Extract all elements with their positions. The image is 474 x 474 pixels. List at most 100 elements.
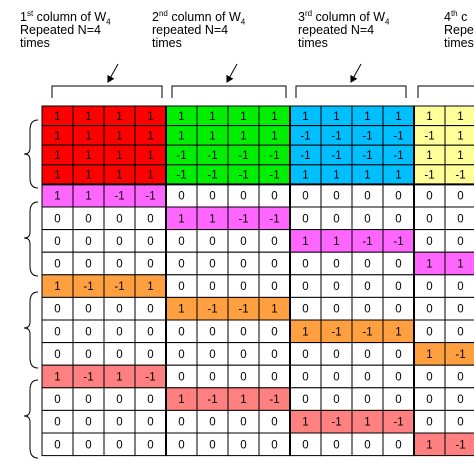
matrix-value-r5-c13: 0: [457, 213, 463, 225]
matrix-value-r7-c0: 0: [54, 259, 60, 271]
matrix-value-r2-c0: 1: [54, 150, 60, 162]
matrix-value-r2-c11: -1: [393, 150, 403, 162]
matrix-value-r6-c13: 0: [457, 236, 463, 248]
matrix-value-r12-c2: 1: [116, 372, 122, 384]
matrix-value-r9-c5: -1: [207, 304, 217, 316]
matrix-value-r2-c4: -1: [176, 150, 186, 162]
matrix-value-r13-c11: 0: [395, 394, 401, 406]
matrix-value-r3-c6: -1: [238, 170, 248, 182]
matrix-value-r3-c10: 1: [364, 170, 370, 182]
caption-column-3: 3rd column of W4 repeated N=4 times: [298, 8, 390, 50]
matrix-value-r6-c7: 0: [271, 236, 277, 248]
matrix-value-r2-c10: -1: [362, 150, 372, 162]
matrix-value-r15-c1: 0: [85, 439, 91, 451]
matrix-value-r4-c10: 0: [364, 191, 370, 203]
matrix-value-r11-c1: 0: [85, 349, 91, 361]
matrix-value-r5-c11: 0: [395, 213, 401, 225]
matrix-value-r5-c12: 0: [426, 213, 432, 225]
matrix-value-r9-c4: 1: [178, 304, 184, 316]
matrix-value-r15-c10: 0: [364, 439, 370, 451]
matrix-value-r5-c5: 1: [209, 213, 215, 225]
matrix-value-r8-c12: 0: [426, 281, 432, 293]
matrix-value-r3-c11: 1: [395, 170, 401, 182]
matrix-value-r3-c1: 1: [85, 170, 91, 182]
matrix-value-r14-c5: 0: [209, 417, 215, 429]
matrix-value-r1-c5: 1: [209, 130, 215, 142]
matrix-value-r10-c9: -1: [331, 326, 341, 338]
matrix-value-r4-c2: -1: [114, 191, 124, 203]
matrix-value-r3-c12: -1: [424, 170, 434, 182]
matrix-value-r1-c0: 1: [54, 130, 60, 142]
matrix-value-r9-c6: -1: [238, 304, 248, 316]
matrix-value-r14-c7: 0: [271, 417, 277, 429]
matrix-value-r6-c9: 1: [333, 236, 339, 248]
matrix-value-r4-c1: 1: [85, 191, 91, 203]
matrix-value-r11-c6: 0: [240, 349, 246, 361]
matrix-value-r6-c8: 1: [302, 236, 308, 248]
matrix-value-r12-c6: 0: [240, 372, 246, 384]
matrix-value-r10-c11: 1: [395, 326, 401, 338]
matrix-value-r15-c8: 0: [302, 439, 308, 451]
matrix-value-r12-c13: 0: [457, 372, 463, 384]
pointer-arrow-2: [226, 63, 238, 83]
matrix-value-r2-c9: -1: [331, 150, 341, 162]
matrix-value-r8-c9: 0: [333, 281, 339, 293]
matrix-value-r2-c3: 1: [147, 150, 153, 162]
matrix-value-r4-c5: 0: [209, 191, 215, 203]
group-bracket-4: [417, 85, 474, 98]
matrix-value-r13-c0: 0: [54, 394, 60, 406]
matrix-value-r6-c3: 0: [147, 236, 153, 248]
matrix-value-r8-c11: 0: [395, 281, 401, 293]
matrix-value-r9-c13: 0: [457, 304, 463, 316]
row-group-brace-3: [23, 291, 39, 369]
matrix-value-r8-c3: 1: [147, 281, 153, 293]
matrix-value-r1-c11: -1: [393, 130, 403, 142]
matrix-value-r0-c11: 1: [395, 111, 401, 123]
matrix-value-r13-c3: 0: [147, 394, 153, 406]
matrix-value-r0-c0: 1: [54, 111, 60, 123]
matrix-value-r9-c11: 0: [395, 304, 401, 316]
matrix-value-r7-c7: 0: [271, 259, 277, 271]
matrix-value-r15-c6: 0: [240, 439, 246, 451]
matrix-value-r5-c2: 0: [116, 213, 122, 225]
matrix-value-r14-c0: 0: [54, 417, 60, 429]
matrix-value-r12-c12: 0: [426, 372, 432, 384]
matrix-value-r3-c4: -1: [176, 170, 186, 182]
matrix-value-r9-c12: 0: [426, 304, 432, 316]
matrix-value-r15-c4: 0: [178, 439, 184, 451]
matrix-value-r6-c5: 0: [209, 236, 215, 248]
matrix-value-r1-c3: 1: [147, 130, 153, 142]
matrix-value-r7-c8: 0: [302, 259, 308, 271]
matrix-value-r0-c6: 1: [240, 111, 246, 123]
matrix-value-r9-c10: 0: [364, 304, 370, 316]
matrix-value-r13-c6: 1: [240, 394, 246, 406]
matrix-value-r5-c4: 1: [178, 213, 184, 225]
matrix-value-r13-c10: 0: [364, 394, 370, 406]
caption-column-2: 2nd column of W4 repeated N=4 times: [152, 8, 246, 50]
matrix-value-r10-c2: 0: [116, 326, 122, 338]
matrix-value-r9-c7: 1: [271, 304, 277, 316]
matrix-value-r2-c6: -1: [238, 150, 248, 162]
matrix-value-r0-c3: 1: [147, 111, 153, 123]
matrix-value-r12-c4: 0: [178, 372, 184, 384]
matrix-value-r7-c2: 0: [116, 259, 122, 271]
matrix-value-r14-c12: 0: [426, 417, 432, 429]
matrix-value-r6-c4: 0: [178, 236, 184, 248]
matrix-value-r8-c4: 0: [178, 281, 184, 293]
matrix-value-r6-c2: 0: [116, 236, 122, 248]
matrix-value-r8-c7: 0: [271, 281, 277, 293]
matrix-value-r11-c2: 0: [116, 349, 122, 361]
matrix-value-r11-c9: 0: [333, 349, 339, 361]
matrix-value-r4-c0: 1: [54, 191, 60, 203]
matrix-value-r1-c13: 1: [457, 130, 463, 142]
matrix-value-r3-c13: -1: [455, 170, 465, 182]
matrix-value-r8-c6: 0: [240, 281, 246, 293]
matrix-value-r13-c13: 0: [457, 394, 463, 406]
matrix-value-r7-c12: 1: [426, 259, 432, 271]
matrix-value-r3-c9: 1: [333, 170, 339, 182]
matrix-value-r4-c9: 0: [333, 191, 339, 203]
group-bracket-3: [295, 85, 407, 98]
matrix-value-r4-c11: 0: [395, 191, 401, 203]
matrix-value-r10-c3: 0: [147, 326, 153, 338]
